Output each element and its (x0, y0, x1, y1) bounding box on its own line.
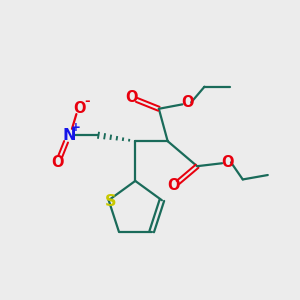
Text: O: O (125, 90, 138, 105)
Text: O: O (74, 101, 86, 116)
Text: O: O (52, 155, 64, 170)
Text: O: O (167, 178, 180, 194)
Text: S: S (105, 194, 117, 209)
Text: +: + (70, 121, 80, 134)
Text: O: O (181, 95, 194, 110)
Text: O: O (221, 155, 233, 170)
Text: N: N (62, 128, 76, 143)
Text: -: - (84, 95, 89, 108)
